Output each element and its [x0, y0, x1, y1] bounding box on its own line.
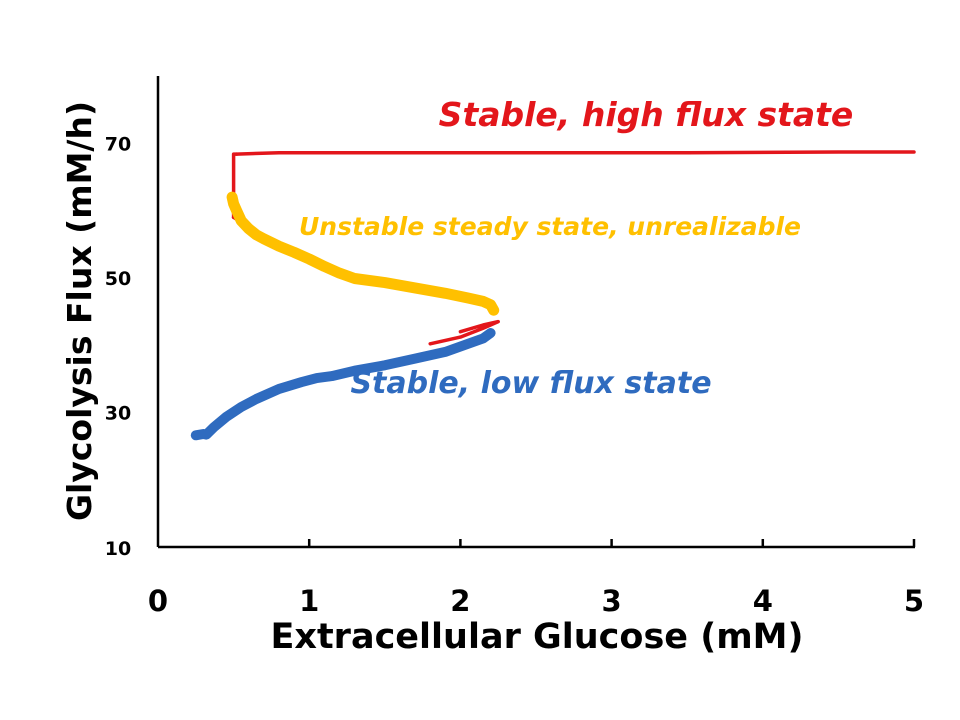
y-tick-label: 50 [105, 268, 131, 290]
plot-lines [190, 150, 916, 441]
y-tick-label: 10 [105, 538, 131, 560]
annotation-unstable-state: Unstable steady state, unrealizable [299, 212, 801, 241]
x-ticks: 0 1 2 3 4 5 [148, 539, 924, 618]
y-tick-label: 30 [105, 402, 131, 424]
x-tick-label: 2 [450, 584, 470, 618]
x-tick-label: 4 [753, 584, 773, 618]
x-tick-label: 1 [299, 584, 319, 618]
series-line-unstable [226, 191, 500, 316]
x-tick-label: 0 [148, 584, 168, 618]
x-tick-label: 3 [602, 584, 622, 618]
annotation-low-flux: Stable, low flux state [350, 366, 711, 401]
y-ticks: 10 30 50 70 [105, 133, 131, 560]
series-line-low-flux [190, 328, 496, 441]
series-line-high-flux [428, 319, 500, 346]
x-tick-label: 5 [904, 584, 924, 618]
annotation-high-flux: Stable, high flux state [439, 95, 854, 134]
y-axis-title: Glycolysis Flux (mM/h) [60, 101, 99, 521]
y-tick-label: 70 [105, 133, 131, 155]
series-line-high-flux [234, 150, 916, 156]
x-axis-title: Extracellular Glucose (mM) [270, 617, 803, 657]
